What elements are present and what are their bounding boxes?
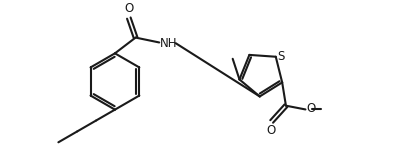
Text: NH: NH [160, 37, 177, 50]
Text: O: O [307, 102, 316, 115]
Text: S: S [277, 50, 285, 63]
Text: O: O [266, 124, 276, 137]
Text: O: O [124, 2, 134, 15]
